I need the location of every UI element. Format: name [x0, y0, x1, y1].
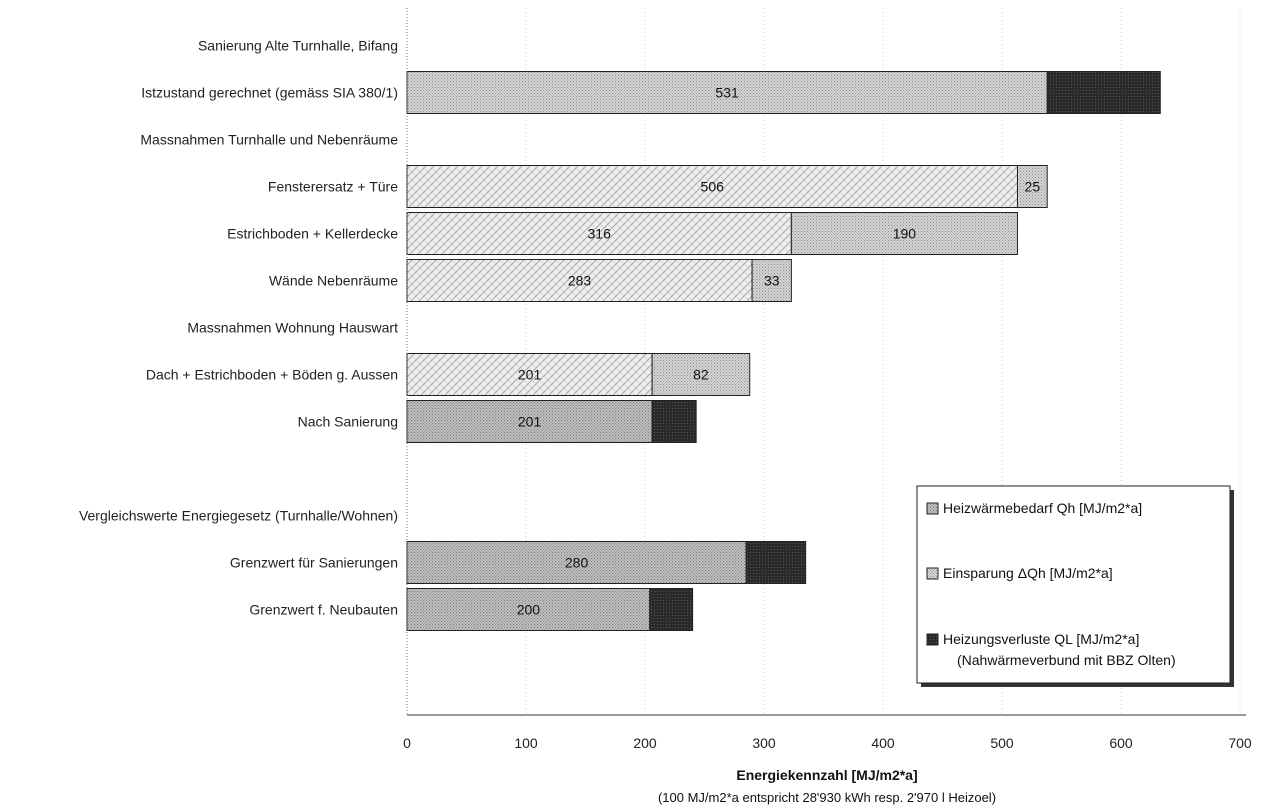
x-tick-label: 0 [403, 735, 411, 751]
bar-value-label: 200 [517, 602, 541, 618]
x-tick-label: 400 [871, 735, 895, 751]
legend-swatch-verluste [926, 633, 939, 646]
bar-value-label: 25 [1025, 179, 1041, 195]
bar-value-label: 280 [565, 555, 589, 571]
category-label: Dach + Estrichboden + Böden g. Aussen [146, 367, 398, 383]
bar-hatch [406, 353, 653, 396]
x-tick-label: 500 [990, 735, 1014, 751]
category-label: Massnahmen Wohnung Hauswart [187, 320, 398, 336]
legend-label: Heizungsverluste QL [MJ/m2*a] [943, 631, 1139, 647]
bar-heizwaerme [406, 541, 747, 584]
category-label: Grenzwert für Sanierungen [230, 555, 398, 571]
x-tick-label: 700 [1228, 735, 1252, 751]
x-axis-note: (100 MJ/m2*a entspricht 28'930 kWh resp.… [658, 790, 996, 805]
x-axis: 0 100 200 300 400 500 600 700 [403, 8, 1252, 751]
bar-einsparung [1016, 165, 1048, 208]
legend: Heizwärmebedarf Qh [MJ/m2*a] Einsparung Δ… [916, 485, 1234, 687]
legend-label: Heizwärmebedarf Qh [MJ/m2*a] [943, 500, 1142, 516]
x-tick-label: 100 [514, 735, 538, 751]
bars: 531 506 25 316 190 283 33 201 82 201 280 200 [406, 71, 1161, 631]
bar-value-label: 316 [588, 226, 612, 242]
bar-einsparung [406, 71, 1048, 114]
bar-value-label: 33 [764, 273, 780, 289]
x-axis-title: Energiekennzahl [MJ/m2*a] [736, 767, 917, 783]
legend-box [916, 485, 1231, 684]
bar-value-label: 506 [701, 179, 725, 195]
bar-verluste [1046, 71, 1161, 114]
bar-heizwaerme [406, 588, 651, 631]
x-tick-label: 200 [633, 735, 657, 751]
bar-value-label: 531 [715, 85, 739, 101]
category-label: Nach Sanierung [298, 414, 398, 430]
bar-value-label: 190 [893, 226, 917, 242]
bar-einsparung [751, 259, 792, 302]
bar-hatch [406, 212, 792, 255]
category-label: Istzustand gerechnet (gemäss SIA 380/1) [141, 85, 398, 101]
bar-value-label: 201 [518, 367, 542, 383]
category-label: Massnahmen Turnhalle und Nebenräume [140, 132, 398, 148]
category-label: Sanierung Alte Turnhalle, Bifang [198, 38, 398, 54]
bar-verluste [651, 400, 697, 443]
x-tick-label: 600 [1109, 735, 1133, 751]
category-labels: Sanierung Alte Turnhalle, Bifang Istzusta… [79, 38, 398, 618]
bar-einsparung [651, 353, 751, 396]
legend-label: Einsparung ΔQh [MJ/m2*a] [943, 565, 1113, 581]
category-label: Wände Nebenräume [269, 273, 398, 289]
category-label: Vergleichswerte Energiegesetz (Turnhalle… [79, 508, 398, 524]
legend-swatch-einsparung [926, 567, 939, 580]
category-label: Grenzwert f. Neubauten [249, 602, 398, 618]
bar-verluste [649, 588, 694, 631]
x-tick-label: 300 [752, 735, 776, 751]
bar-einsparung [790, 212, 1018, 255]
bar-verluste [745, 541, 807, 584]
bar-value-label: 201 [518, 414, 542, 430]
bar-heizwaerme [406, 400, 653, 443]
bar-value-label: 82 [693, 367, 709, 383]
category-label: Estrichboden + Kellerdecke [227, 226, 398, 242]
legend-swatch-heizwaerme [926, 502, 939, 515]
legend-label-note: (Nahwärmeverbund mit BBZ Olten) [957, 652, 1176, 668]
bar-value-label: 283 [568, 273, 592, 289]
category-label: Fensterersatz + Türe [268, 179, 398, 195]
